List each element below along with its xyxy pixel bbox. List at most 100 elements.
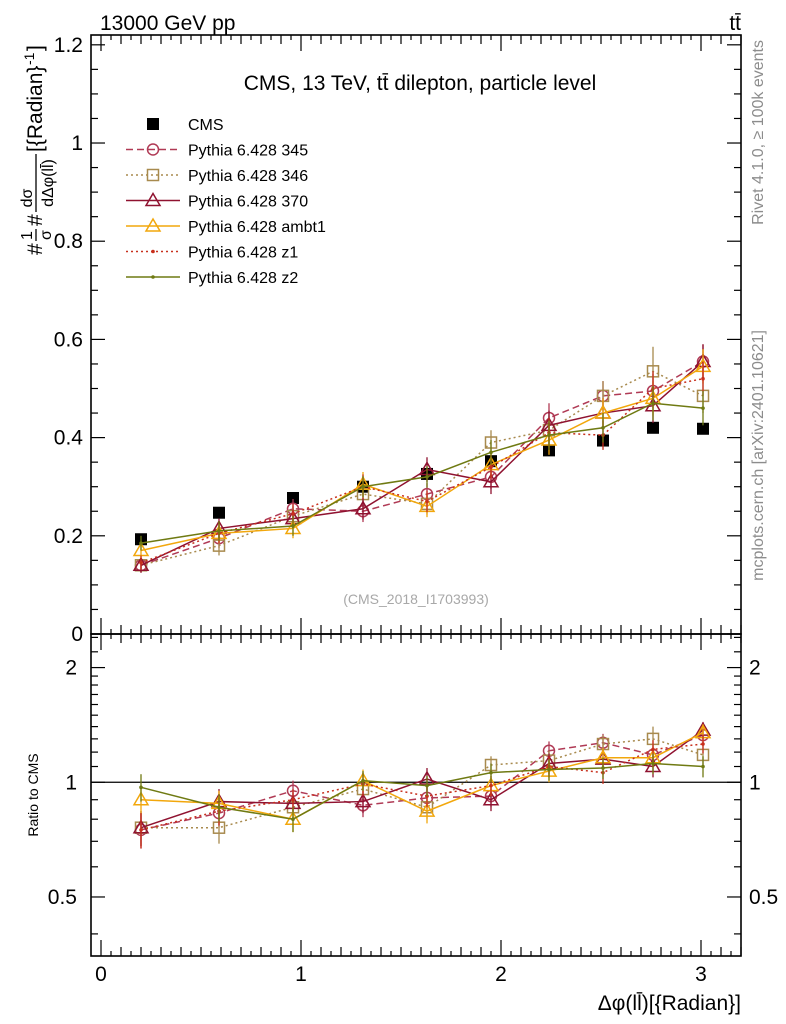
ratio-series-pythia-6-428-345 bbox=[134, 726, 710, 849]
ratio-line-pythia-6-428-370 bbox=[140, 729, 704, 829]
main-point bbox=[291, 511, 295, 516]
main-point bbox=[601, 425, 605, 430]
ratio-series-pythia-6-428-370 bbox=[132, 721, 712, 847]
legend-item: CMS bbox=[147, 117, 224, 134]
main-y-axis-label: # 1 σ # dσ dΔφ(ll̄) [{Radian} -1 ] bbox=[19, 45, 57, 255]
rivet-version-label: Rivet 4.1.0, ≥ 100k events bbox=[750, 40, 767, 225]
main-point bbox=[217, 529, 221, 533]
main-series-group bbox=[132, 344, 712, 573]
main-point bbox=[291, 524, 295, 528]
main-point bbox=[489, 465, 493, 469]
legend-marker bbox=[144, 217, 162, 232]
ylabel-hash-1: # bbox=[24, 243, 47, 255]
main-point bbox=[651, 401, 655, 406]
main-point bbox=[547, 433, 551, 437]
ratio-y-axis: 0.5 0.5 1 1 2 2 bbox=[48, 636, 778, 935]
legend-label: Pythia 6.428 z1 bbox=[188, 245, 298, 262]
legend-item: Pythia 6.428 ambt1 bbox=[126, 217, 326, 236]
ratio-point bbox=[291, 797, 295, 802]
main-point bbox=[361, 484, 365, 489]
main-point bbox=[132, 556, 150, 572]
main-ytick-label: 0.6 bbox=[54, 328, 83, 351]
ratio-line-pythia-6-428-ambt1 bbox=[140, 731, 704, 820]
ratio-point bbox=[217, 805, 221, 810]
ratio-point bbox=[354, 793, 372, 808]
ratio-series-pythia-6-428-ambt1 bbox=[132, 724, 712, 833]
legend-marker bbox=[151, 249, 155, 254]
ratio-line-pythia-6-428-z2 bbox=[140, 762, 704, 820]
analysis-watermark: (CMS_2018_I1703993) bbox=[343, 591, 489, 607]
legend-item: Pythia 6.428 z1 bbox=[126, 245, 298, 262]
main-y-axis: 0 0.2 0.4 0.6 0.8 1 1.2 bbox=[54, 34, 741, 646]
main-ytick-label: 1 bbox=[71, 132, 83, 155]
main-point bbox=[139, 541, 143, 545]
ratio-point bbox=[547, 767, 551, 772]
ratio-series-pythia-6-428-z2 bbox=[139, 753, 705, 833]
xtick-label: 3 bbox=[695, 963, 707, 986]
main-point bbox=[489, 450, 493, 455]
legend-label: Pythia 6.428 ambt1 bbox=[188, 219, 326, 236]
ratio-point bbox=[139, 828, 143, 832]
ylabel-exponent: -1 bbox=[21, 52, 37, 65]
main-ytick-label: 0.2 bbox=[54, 525, 83, 548]
main-point bbox=[425, 475, 429, 479]
ratio-ytick-label-right: 1 bbox=[749, 771, 761, 794]
ratio-plot-frame bbox=[90, 633, 742, 957]
ratio-line-pythia-6-428-346 bbox=[141, 738, 704, 829]
xtick-label: 1 bbox=[295, 963, 307, 986]
main-point bbox=[697, 422, 709, 435]
legend-item: Pythia 6.428 346 bbox=[126, 168, 308, 185]
main-ytick-label: 1.2 bbox=[54, 34, 83, 57]
legend-marker bbox=[146, 143, 160, 156]
ratio-y-axis-label: Ratio to CMS bbox=[25, 753, 41, 836]
legend-label: Pythia 6.428 370 bbox=[188, 194, 308, 211]
xtick-label: 2 bbox=[495, 963, 507, 986]
ylabel-sigma: σ bbox=[38, 230, 55, 240]
ylabel-hash-2: # bbox=[24, 214, 47, 226]
ratio-point bbox=[701, 764, 705, 769]
main-point bbox=[354, 500, 372, 515]
legend-item: Pythia 6.428 z2 bbox=[126, 270, 298, 287]
main-line-pythia-6-428-z2 bbox=[140, 402, 704, 544]
ratio-point bbox=[361, 778, 365, 783]
ratio-ytick-label-right: 2 bbox=[749, 657, 761, 680]
ylabel-one: 1 bbox=[19, 231, 36, 240]
ylabel-dphi: dΔφ(ll̄) bbox=[39, 159, 57, 207]
legend-marker bbox=[146, 168, 160, 182]
main-ytick-label: 0.8 bbox=[54, 230, 83, 253]
process-label: tt̄ bbox=[729, 12, 741, 35]
ratio-line-pythia-6-428-z1 bbox=[140, 743, 704, 831]
legend-item: Pythia 6.428 345 bbox=[126, 143, 308, 160]
main-line-pythia-6-428-345 bbox=[140, 360, 704, 566]
ylabel-close: ] bbox=[24, 45, 47, 51]
main-point bbox=[647, 421, 659, 434]
plot-title: CMS, 13 TeV, tt̄ dilepton, particle leve… bbox=[244, 72, 597, 95]
ratio-ytick-label: 1 bbox=[65, 771, 77, 794]
mcplots-label: mcplots.cern.ch [arXiv:2401.10621] bbox=[750, 330, 767, 581]
ratio-point bbox=[132, 791, 150, 806]
main-point bbox=[139, 561, 143, 565]
ratio-point bbox=[291, 817, 295, 822]
legend-marker bbox=[147, 118, 159, 130]
x-axis: 0 1 2 3 bbox=[95, 35, 742, 986]
ratio-ytick-label: 2 bbox=[65, 657, 77, 680]
ratio-point bbox=[651, 747, 655, 752]
legend-label: Pythia 6.428 z2 bbox=[188, 270, 298, 287]
ratio-point bbox=[482, 791, 500, 806]
main-series-cms bbox=[135, 421, 709, 546]
legend-label: CMS bbox=[188, 117, 224, 134]
main-line-pythia-6-428-z1 bbox=[140, 377, 704, 564]
main-series-pythia-6-428-ambt1 bbox=[132, 349, 712, 558]
ratio-point bbox=[601, 766, 605, 770]
legend: CMS Pythia 6.428 345 Pythia 6.428 346 Pythi… bbox=[126, 117, 326, 287]
energy-label: 13000 GeV pp bbox=[100, 12, 235, 35]
main-ytick-label: 0 bbox=[71, 623, 83, 646]
ratio-series-pythia-6-428-346 bbox=[134, 726, 710, 847]
ratio-point bbox=[489, 783, 493, 788]
main-point bbox=[701, 376, 705, 381]
ratio-point bbox=[425, 783, 429, 788]
ratio-point bbox=[651, 761, 655, 766]
ratio-line-pythia-6-428-345 bbox=[140, 734, 704, 831]
legend-label: Pythia 6.428 345 bbox=[188, 143, 308, 160]
